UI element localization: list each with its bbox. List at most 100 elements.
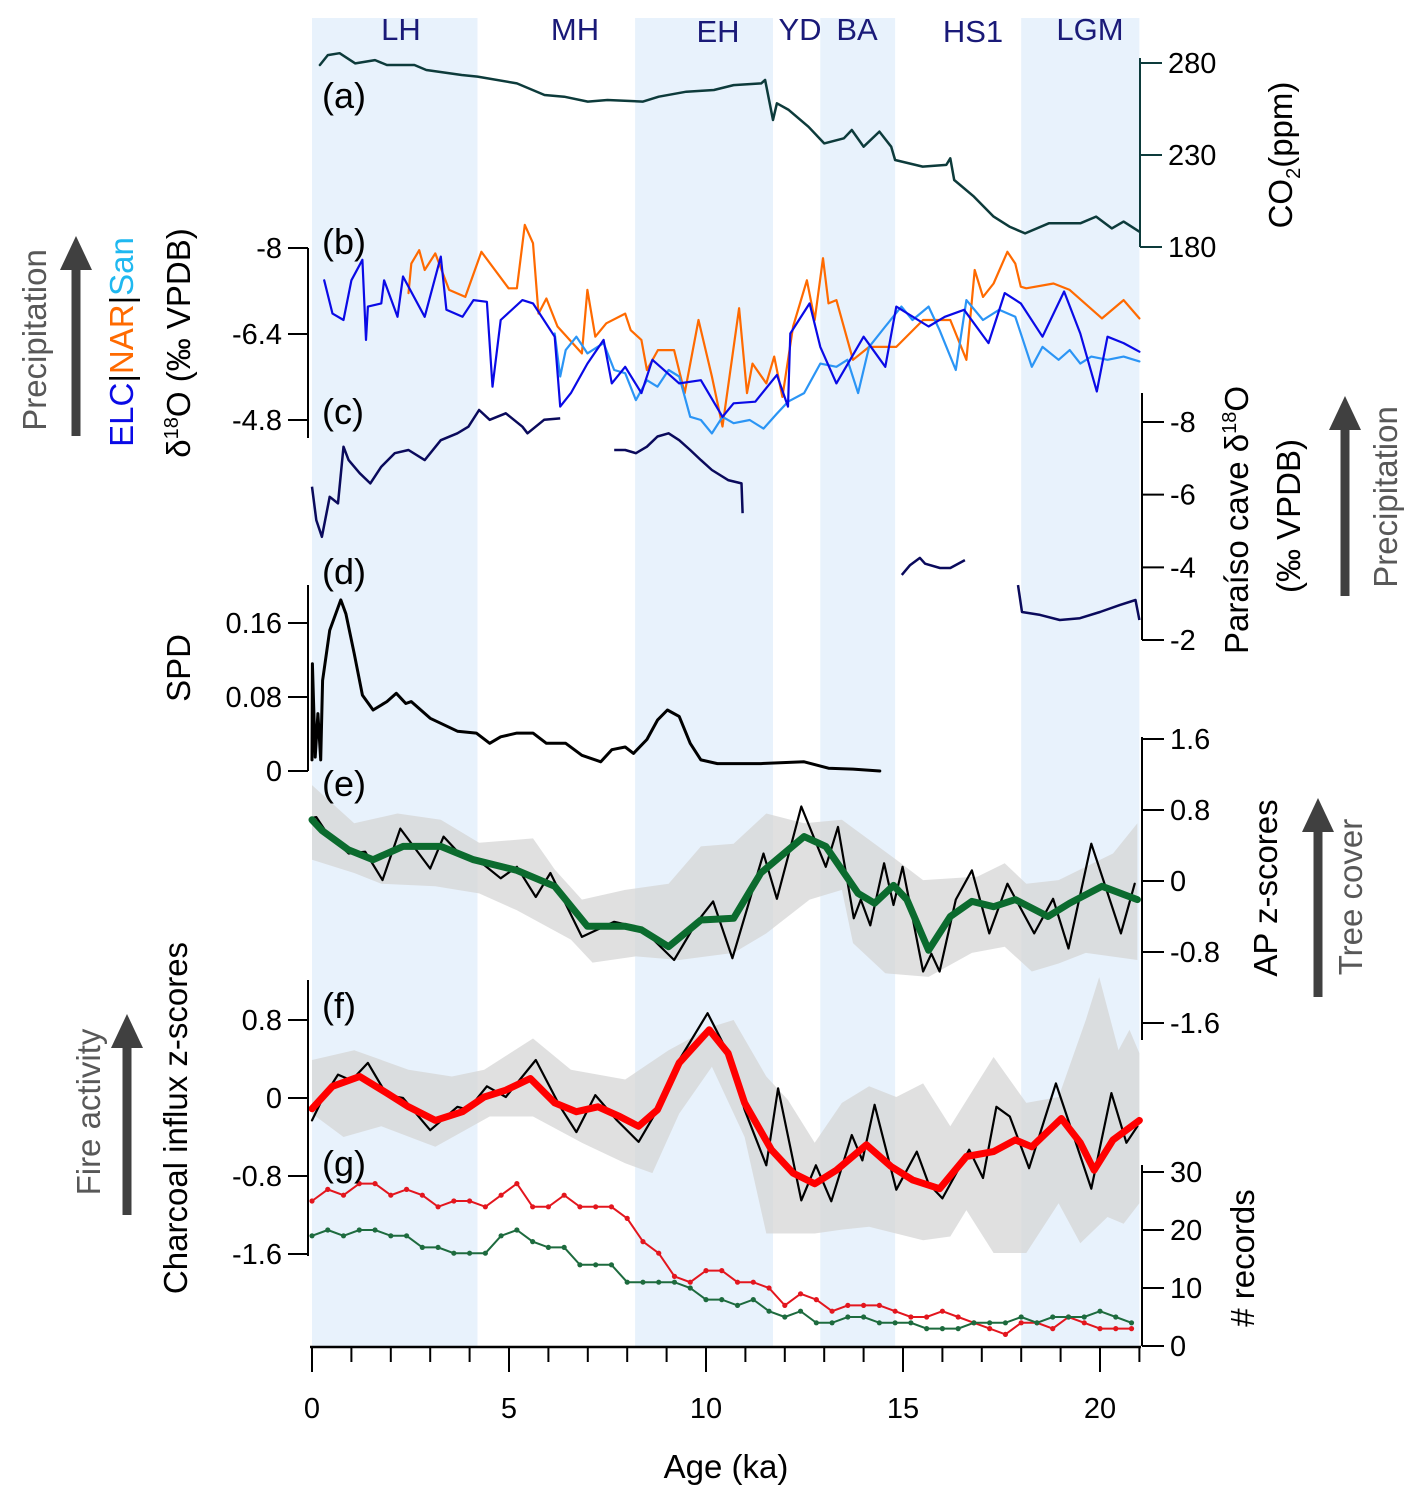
- series-charcoal-records-point: [530, 1204, 536, 1210]
- series-charcoal-records-point: [1081, 1320, 1087, 1326]
- series-charcoal-records-point: [734, 1279, 741, 1285]
- y-tick-label: 20: [1170, 1215, 1202, 1247]
- series-pollen-records-point: [435, 1244, 441, 1250]
- series-pollen-records-point: [608, 1262, 615, 1268]
- series-charcoal-records-point: [924, 1314, 930, 1320]
- series-pollen-records-point: [403, 1233, 410, 1239]
- series-san-line: [553, 299, 1141, 435]
- series-charcoal-records-point: [892, 1308, 898, 1314]
- series-spd-line: [310, 598, 882, 773]
- series-para-so-line: [614, 432, 744, 514]
- x-tick-label: 0: [304, 1393, 320, 1425]
- series-pollen-records-point: [782, 1314, 788, 1320]
- series-pollen-records-point: [1034, 1320, 1040, 1326]
- series-pollen-records-point: [356, 1227, 362, 1233]
- panel-e: [308, 785, 1141, 977]
- spd-axis-title: SPD: [160, 634, 197, 702]
- series-pollen-records-point: [1113, 1314, 1119, 1320]
- series-charcoal-records-point: [419, 1192, 425, 1198]
- paraiso-axis-title: Paraíso cave δ18O: [1218, 386, 1255, 654]
- series-pollen-records-point: [482, 1250, 488, 1256]
- y-tick-label: 0.8: [1170, 795, 1210, 827]
- co2-axis-title: CO2(ppm): [1262, 82, 1305, 229]
- series-pollen-records-point: [1050, 1314, 1056, 1320]
- series-charcoal-records-point: [356, 1181, 362, 1187]
- series-charcoal-records-point: [908, 1314, 914, 1320]
- y-tick-label: -4.8: [232, 405, 282, 437]
- series-charcoal-records-point: [687, 1279, 693, 1285]
- series-charcoal-records-point: [1018, 1320, 1024, 1326]
- series-charcoal-records-point: [372, 1181, 378, 1187]
- series-charcoal-records-point: [861, 1302, 867, 1308]
- series-pollen-records-point: [955, 1326, 961, 1332]
- series-ap-smoothed-line: [308, 816, 1141, 954]
- panel-label-c: (c): [322, 391, 364, 432]
- axes-layer: 280 230 180 -8 -6.4 -4.8 -8 -6 -4 -2 0.16 0.08 0 1.6 0…: [226, 48, 1220, 1425]
- series-charcoal-records-point: [1002, 1331, 1009, 1337]
- y-tick-label: -6: [1170, 480, 1196, 512]
- superscript: 18: [161, 417, 183, 439]
- y-tick-label: 0: [266, 756, 282, 788]
- co2-text: CO: [1262, 179, 1299, 229]
- series-pollen-records-point: [797, 1308, 804, 1314]
- series-co2-line: [318, 51, 1141, 235]
- series-charcoal-records-point: [467, 1198, 473, 1204]
- series-pollen-records-point: [498, 1233, 504, 1239]
- series-charcoal-records-point: [482, 1204, 488, 1210]
- y-tick-label: -4: [1170, 552, 1196, 584]
- fire-activity-label: Fire activity: [70, 1028, 107, 1195]
- y-tick-label: -0.8: [1170, 937, 1220, 969]
- period-label-lgm: LGM: [1056, 12, 1123, 47]
- records-axis-title: # records: [1224, 1189, 1261, 1327]
- series-charcoal-records-point: [309, 1198, 315, 1204]
- tree-cover-label: Tree cover: [1332, 819, 1369, 976]
- series-charcoal-records-point: [939, 1308, 946, 1314]
- d18o-units: O (‰ VPDB): [160, 228, 197, 417]
- series-charcoal-records-point: [766, 1285, 772, 1291]
- series-charcoal-records-point: [640, 1239, 646, 1245]
- series-pollen-records-point: [766, 1308, 772, 1314]
- uncertainty-band: [312, 785, 1138, 977]
- series-pollen-records-point: [530, 1239, 536, 1245]
- series-pollen-records-point: [750, 1297, 756, 1303]
- series-charcoal-records-point: [750, 1279, 756, 1285]
- y-tick-label: 0.08: [226, 682, 282, 714]
- series-para-so-line: [900, 556, 966, 576]
- series-pollen-records-point: [577, 1262, 583, 1268]
- series-pollen-records-point: [845, 1314, 851, 1320]
- period-label-ba: BA: [836, 12, 878, 47]
- y-tick-label: -1.6: [232, 1239, 282, 1271]
- y-tick-label: 0: [266, 1083, 282, 1115]
- ap-axis-title: AP z-scores: [1247, 799, 1284, 976]
- precipitation-arrow-right: [1329, 396, 1361, 596]
- series-pollen-records-point: [593, 1262, 599, 1268]
- x-tick-label: 20: [1084, 1393, 1116, 1425]
- series-pollen-records-point: [971, 1320, 977, 1326]
- period-labels: LH MH EH YD BA HS1 LGM: [381, 12, 1123, 49]
- series-pollen-records-point: [1018, 1314, 1024, 1320]
- series-charcoal-records-point: [325, 1186, 331, 1192]
- y-tick-label: 1.6: [1170, 724, 1210, 756]
- y-tick-label: 0.16: [226, 608, 282, 640]
- series-charcoal-records-point: [608, 1204, 615, 1210]
- y-tick-label: -8: [1170, 407, 1196, 439]
- y-tick-label: -6.4: [232, 319, 282, 351]
- panel-letters: (a) (b) (c) (d) (e) (f) (g): [322, 75, 366, 1184]
- panel-label-e: (e): [322, 763, 366, 804]
- series-pollen-records-point: [514, 1227, 520, 1233]
- x-tick-label: 10: [690, 1393, 722, 1425]
- panel-d: [310, 598, 882, 773]
- series-nar-line: [407, 223, 1141, 428]
- series-pollen-records-point: [309, 1233, 315, 1239]
- series-pollen-records-point: [419, 1244, 425, 1250]
- period-label-eh: EH: [696, 14, 739, 49]
- series-pollen-records-point: [924, 1326, 930, 1332]
- series-pollen-records-point: [892, 1320, 898, 1326]
- series-charcoal-records-point: [451, 1198, 457, 1204]
- series-para-so-line: [310, 408, 561, 539]
- series-pollen-records-point: [656, 1279, 662, 1285]
- series-pollen-records-point: [1065, 1314, 1072, 1320]
- series-pollen-records-point: [451, 1250, 457, 1256]
- y-tick-label: 0: [1170, 1331, 1186, 1363]
- subscript: 2: [1283, 168, 1305, 179]
